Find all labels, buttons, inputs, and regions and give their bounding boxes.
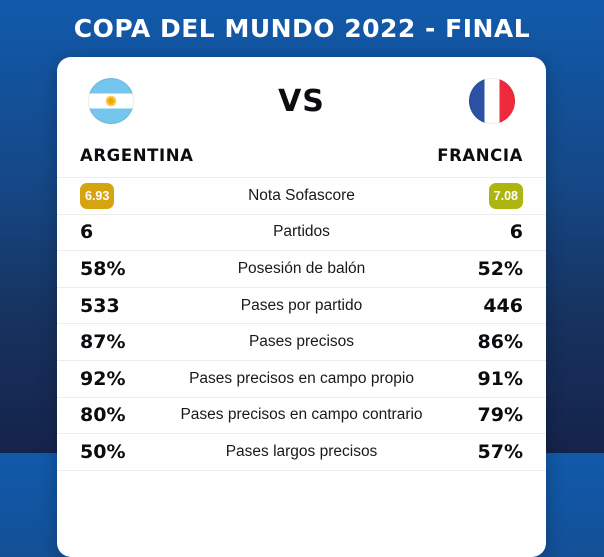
- home-value: 533: [80, 294, 120, 317]
- stat-row-matches: 6 Partidos 6: [57, 213, 546, 251]
- away-rating-badge: 7.08: [488, 182, 523, 209]
- stat-row-rating: 6.93 Nota Sofascore 7.08: [57, 177, 546, 214]
- away-value: 446: [483, 294, 523, 317]
- away-value: 6: [509, 221, 523, 244]
- away-value: 91%: [477, 367, 523, 390]
- home-rating-badge: 6.93: [80, 182, 115, 209]
- stat-label: Pases precisos: [248, 333, 355, 351]
- away-value: 79%: [477, 404, 523, 427]
- stat-row-opposition-half-passes: 80% Pases precisos en campo contrario 79…: [57, 396, 546, 434]
- argentina-flag-icon: [88, 78, 134, 124]
- stat-row-cutoff: [57, 469, 546, 507]
- home-value: 80%: [80, 404, 126, 427]
- away-value: 57%: [477, 440, 523, 463]
- home-value: 6.93: [80, 182, 150, 209]
- away-value: 7.08: [453, 182, 523, 209]
- stat-row-possession: 58% Posesión de balón 52%: [57, 250, 546, 287]
- stat-label: Nota Sofascore: [248, 186, 355, 204]
- stat-row-accurate-passes: 87% Pases precisos 86%: [57, 323, 546, 360]
- stat-label: Partidos: [273, 223, 330, 241]
- france-flag-icon: [468, 78, 515, 124]
- home-value: 87%: [80, 331, 126, 354]
- stat-row-own-half-passes: 92% Pases precisos en campo propio 91%: [57, 359, 546, 397]
- away-value: 52%: [477, 257, 523, 280]
- page-title: COPA DEL MUNDO 2022 - FINAL: [73, 14, 531, 43]
- vs-label: VS: [278, 83, 325, 119]
- away-team-name: FRANCIA: [437, 146, 523, 165]
- home-value: 6: [80, 221, 94, 244]
- home-value: 58%: [80, 257, 126, 280]
- match-header: VS: [57, 57, 546, 131]
- away-value: 86%: [477, 331, 523, 354]
- team-names-row: ARGENTINA FRANCIA: [57, 131, 546, 177]
- stat-row-passes-per-match: 533 Pases por partido 446: [57, 286, 546, 324]
- stat-label: Pases precisos en campo propio: [189, 369, 414, 387]
- stat-label: Pases largos precisos: [225, 442, 378, 460]
- home-team-name: ARGENTINA: [80, 146, 194, 165]
- stat-label: Pases precisos en campo contrario: [180, 406, 423, 424]
- home-value: 50%: [80, 440, 126, 463]
- stat-label: Posesión de balón: [237, 259, 366, 277]
- home-value: 92%: [80, 367, 126, 390]
- stat-label: Pases por partido: [240, 296, 363, 314]
- match-stats-card: VS ARGENTINA FRANCIA 6.93 Nota Sofascore…: [57, 57, 546, 557]
- stat-row-long-balls: 50% Pases largos precisos 57%: [57, 433, 546, 470]
- stats-list: 6.93 Nota Sofascore 7.08 6 Partidos 6 58…: [57, 177, 546, 506]
- sun-of-may-icon: [105, 95, 117, 107]
